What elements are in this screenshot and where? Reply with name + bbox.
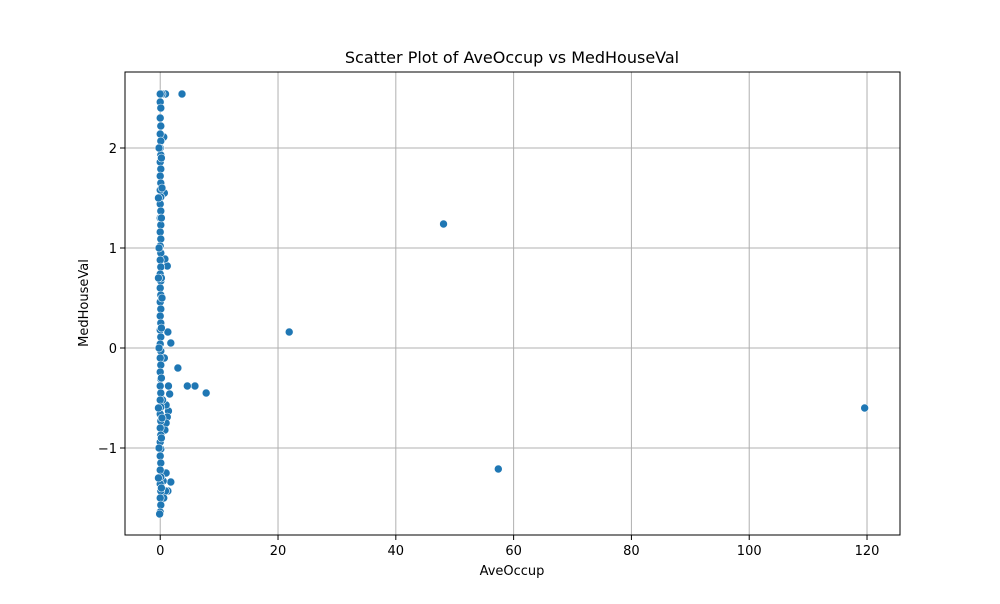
data-point bbox=[155, 113, 165, 123]
data-points bbox=[154, 89, 869, 519]
data-point bbox=[284, 327, 294, 337]
data-point bbox=[154, 473, 163, 483]
data-point bbox=[154, 143, 164, 153]
data-point bbox=[157, 323, 166, 333]
x-axis-label: AveOccup bbox=[480, 564, 545, 579]
y-tick-label: 1 bbox=[109, 242, 117, 257]
data-point bbox=[154, 403, 163, 413]
x-tick-label: 20 bbox=[270, 544, 287, 559]
x-tick-label: 100 bbox=[737, 544, 762, 559]
x-tick-label: 120 bbox=[855, 544, 880, 559]
x-tick-label: 80 bbox=[623, 544, 640, 559]
data-point bbox=[183, 381, 192, 391]
plot-frame bbox=[124, 71, 901, 536]
x-tick-label: 60 bbox=[505, 544, 522, 559]
gridlines bbox=[125, 72, 900, 535]
data-point bbox=[860, 403, 869, 413]
data-point bbox=[155, 89, 165, 99]
data-point bbox=[154, 273, 163, 283]
data-point bbox=[154, 243, 164, 253]
data-point bbox=[177, 89, 187, 99]
data-point bbox=[157, 413, 167, 423]
y-tick-label: 0 bbox=[109, 342, 117, 357]
data-point bbox=[157, 293, 167, 303]
x-tick-label: 0 bbox=[156, 544, 164, 559]
data-point bbox=[156, 103, 166, 113]
x-tick-label: 40 bbox=[388, 544, 405, 559]
data-point bbox=[190, 381, 200, 391]
data-point bbox=[157, 373, 166, 383]
data-point bbox=[157, 183, 167, 193]
data-point bbox=[166, 477, 176, 487]
data-point bbox=[155, 509, 164, 519]
data-point bbox=[173, 363, 183, 373]
data-point bbox=[201, 388, 211, 398]
chart-title: Scatter Plot of AveOccup vs MedHouseVal bbox=[345, 48, 679, 67]
data-point bbox=[154, 343, 164, 353]
axis-ticks: 0 20 40 60 80 100 120 −1 0 1 2 bbox=[98, 142, 880, 559]
data-point bbox=[154, 193, 163, 203]
data-point bbox=[494, 464, 503, 474]
data-point bbox=[165, 389, 174, 399]
data-point bbox=[156, 121, 166, 131]
y-tick-label: −1 bbox=[98, 442, 117, 457]
data-point bbox=[164, 381, 173, 391]
data-point bbox=[157, 433, 166, 443]
data-point bbox=[157, 153, 166, 163]
data-point bbox=[157, 483, 166, 493]
data-point bbox=[157, 213, 166, 223]
y-tick-label: 2 bbox=[109, 142, 117, 157]
y-axis-label: MedHouseVal bbox=[77, 259, 92, 347]
data-point bbox=[166, 338, 176, 348]
data-point bbox=[154, 443, 164, 453]
data-point bbox=[439, 219, 448, 229]
